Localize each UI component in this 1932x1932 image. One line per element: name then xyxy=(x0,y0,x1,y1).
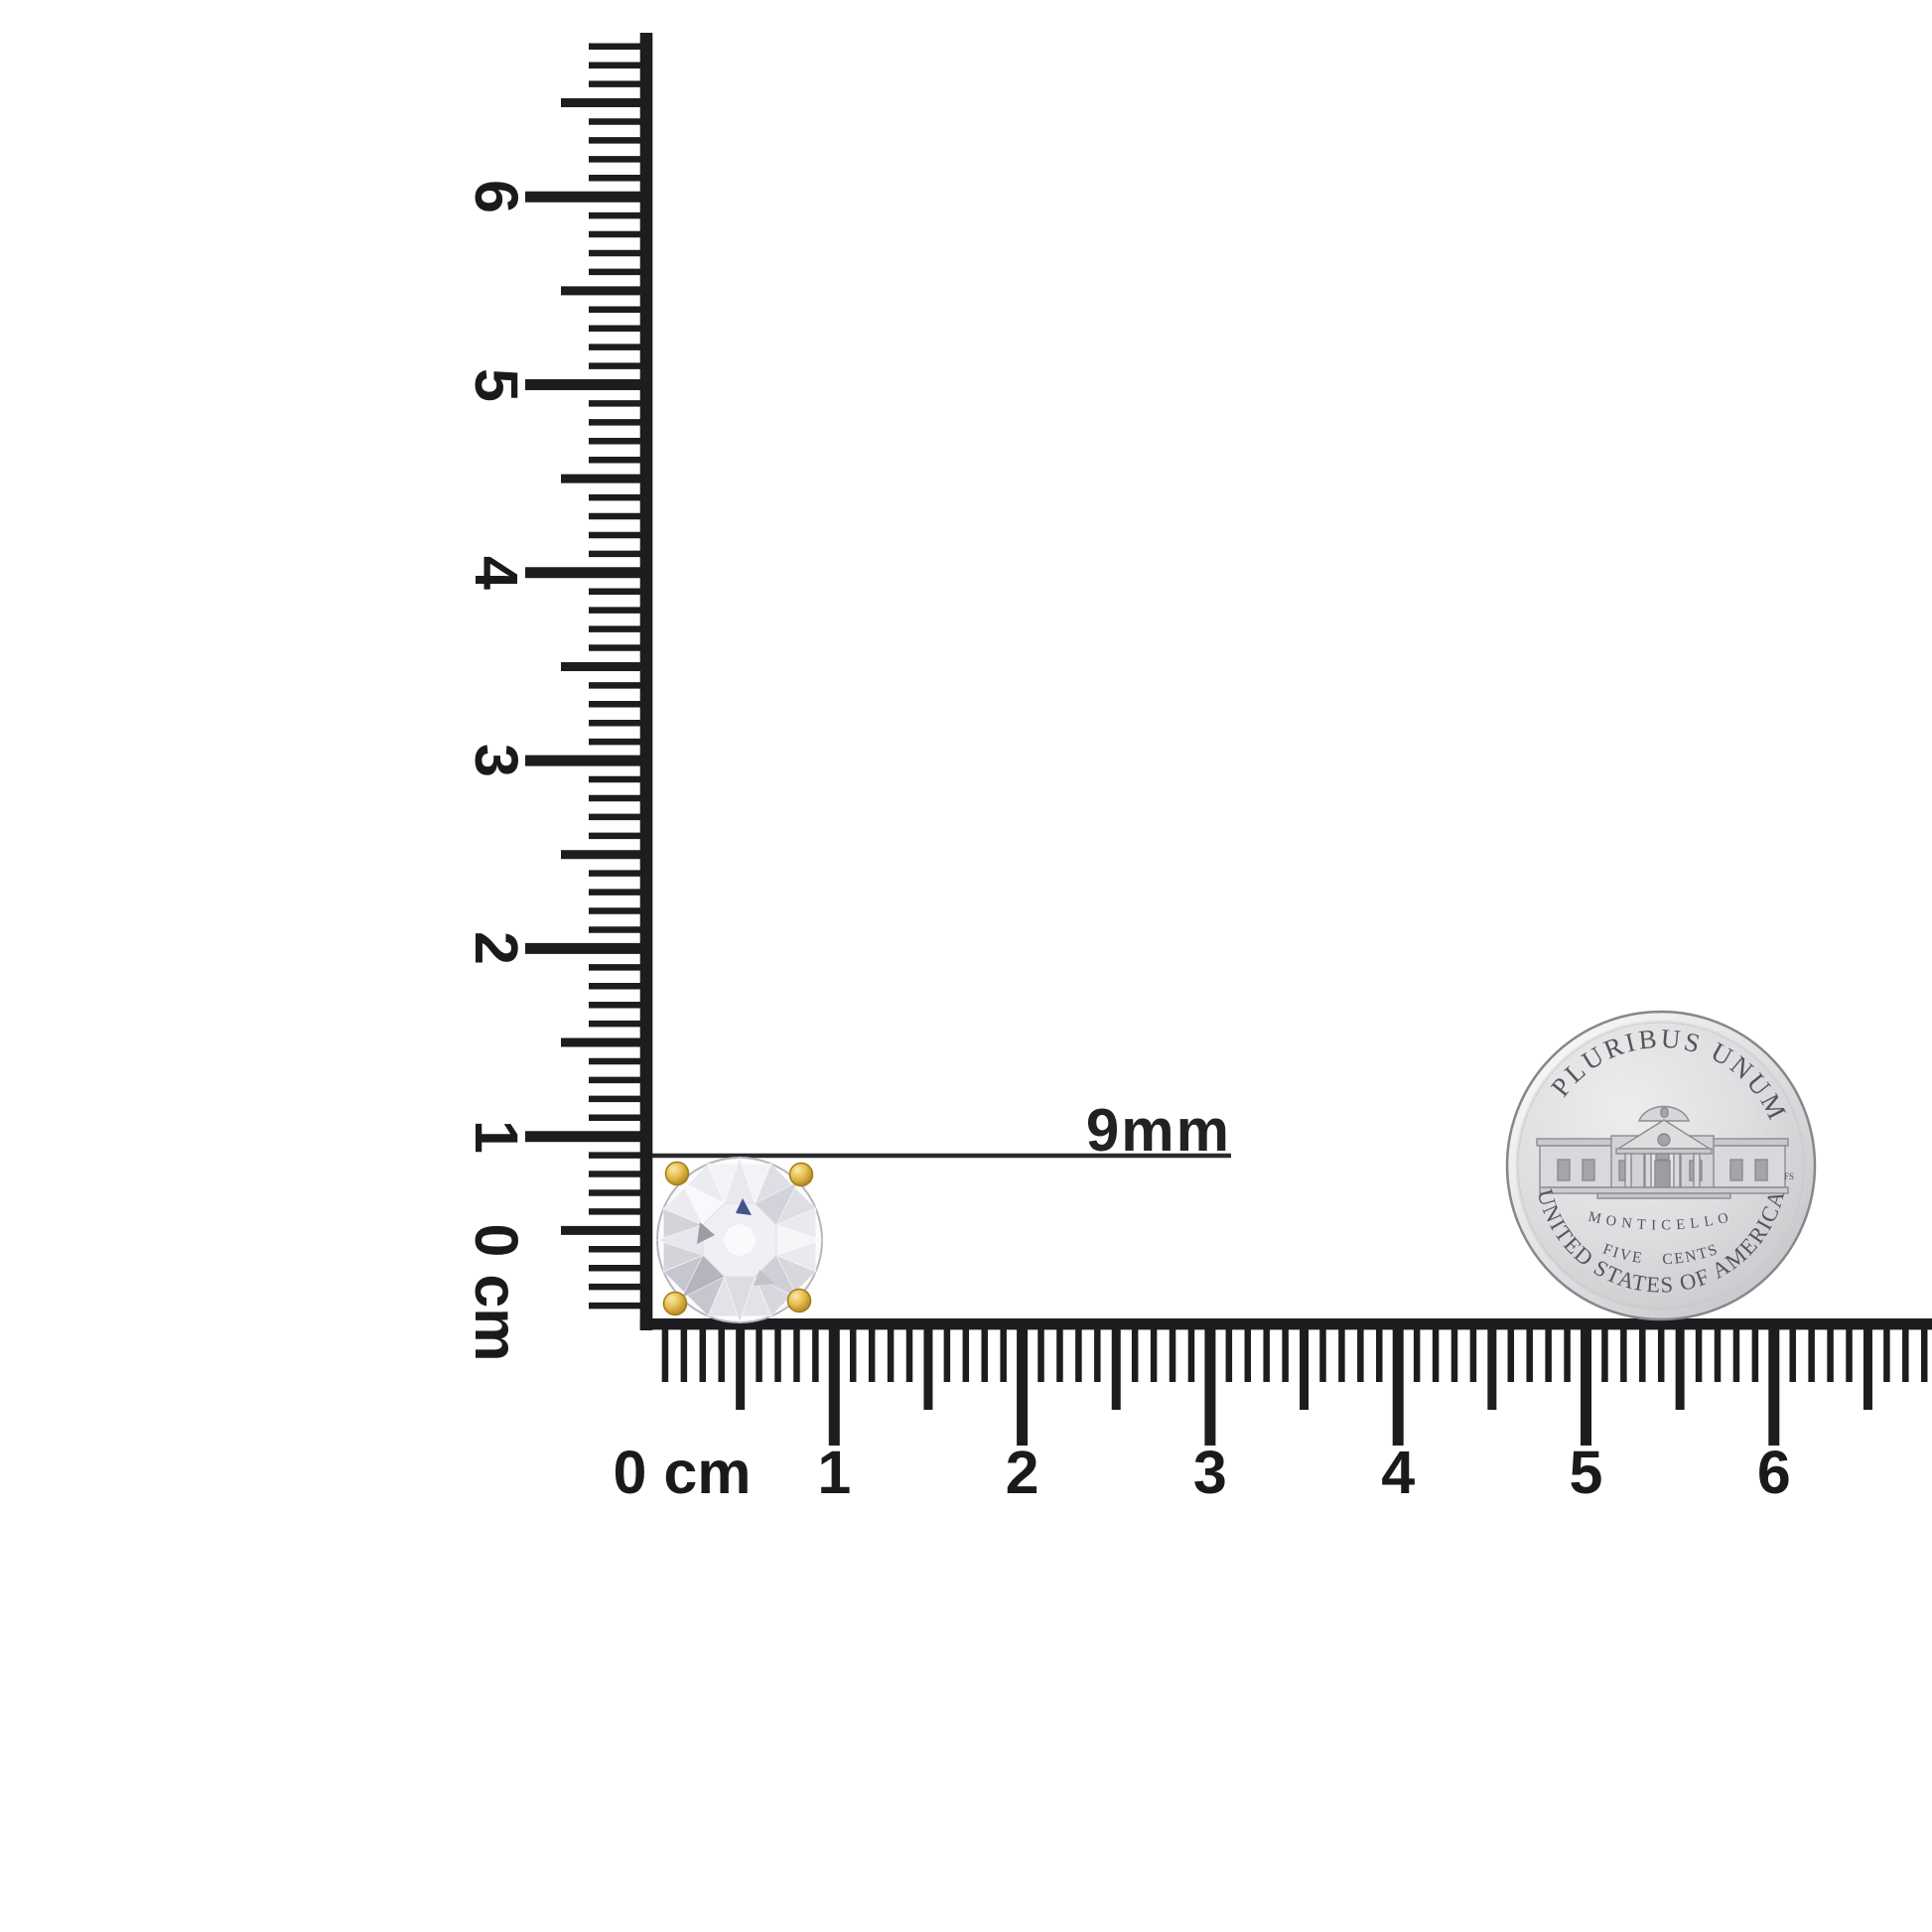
ruler-v-label-3: 3 xyxy=(463,744,530,778)
diamond-stone xyxy=(655,1156,824,1324)
ruler-h-label-4: 4 xyxy=(1381,1439,1416,1506)
ruler-v-label-2: 2 xyxy=(463,931,530,966)
ruler-h-label-3: 3 xyxy=(1192,1439,1227,1506)
ruler-v-label-5: 5 xyxy=(463,367,530,402)
measurement-label: 9mm xyxy=(1085,1097,1231,1164)
coin-designer-initials: FS xyxy=(1784,1172,1794,1181)
ruler-h-label-5: 5 xyxy=(1569,1439,1603,1506)
ruler-h-label-0-cm: 0 cm xyxy=(613,1439,752,1506)
ruler-h-label-2: 2 xyxy=(1005,1439,1039,1506)
ruler-v-label-6: 6 xyxy=(463,180,530,214)
ruler-v-label-1: 1 xyxy=(463,1119,530,1154)
ruler-v-label-0-cm: 0 cm xyxy=(463,1223,530,1362)
nickel-coin: E PLURIBUS UNUM UNITED STATES OF AMERICA… xyxy=(1505,1010,1817,1321)
ruler-h-label-6: 6 xyxy=(1756,1439,1791,1506)
ruler-ticks xyxy=(525,33,1932,1446)
ruler-h-label-1: 1 xyxy=(817,1439,852,1506)
ruler-v-label-4: 4 xyxy=(463,555,530,590)
monticello-building xyxy=(1536,1105,1789,1199)
coin-rim xyxy=(1508,1013,1814,1318)
diamond-stud-earring xyxy=(655,1156,824,1324)
prong-balls xyxy=(662,1161,814,1316)
